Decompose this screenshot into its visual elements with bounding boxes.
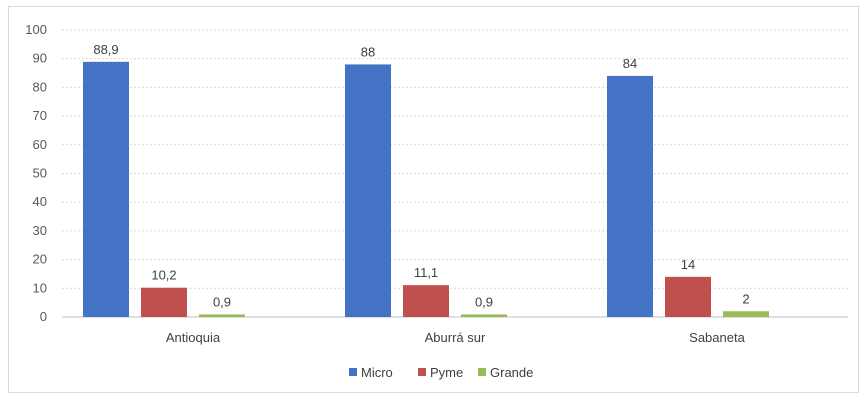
legend-swatch-pyme [418,368,426,376]
y-tick-label: 90 [33,51,47,66]
bar-pyme [665,276,711,317]
bar-micro [607,75,653,317]
y-tick-label: 30 [33,223,47,238]
y-tick-label: 70 [33,108,47,123]
y-tick-label: 100 [25,22,47,37]
data-label: 88 [361,44,375,59]
legend-swatch-micro [349,368,357,376]
y-tick-label: 60 [33,137,47,152]
data-label: 0,9 [213,294,231,309]
bar-micro [345,64,391,317]
legend-label-pyme: Pyme [430,365,463,380]
data-label: 0,9 [475,294,493,309]
category-label: Aburrá sur [425,330,486,345]
data-label: 2 [742,291,749,306]
y-tick-label: 40 [33,194,47,209]
bar-micro [83,61,129,318]
bar-pyme [403,285,449,317]
data-label: 88,9 [93,42,118,57]
chart-frame [8,6,859,393]
y-tick-label: 10 [33,280,47,295]
legend-label-micro: Micro [361,365,393,380]
data-label: 10,2 [151,268,176,283]
y-tick-label: 50 [33,166,47,181]
category-label: Sabaneta [689,330,745,345]
legend-swatch-grande [478,368,486,376]
bar-grande [461,314,507,317]
legend-label-grande: Grande [490,365,533,380]
bar-grande [723,311,769,317]
y-tick-label: 20 [33,252,47,267]
y-tick-label: 0 [40,309,47,324]
y-tick-label: 80 [33,79,47,94]
bar-pyme [141,287,187,317]
data-label: 14 [681,257,695,272]
category-label: Antioquia [166,330,221,345]
data-label: 84 [623,56,637,71]
data-label: 11,1 [414,265,438,280]
bar-grande [199,314,245,317]
